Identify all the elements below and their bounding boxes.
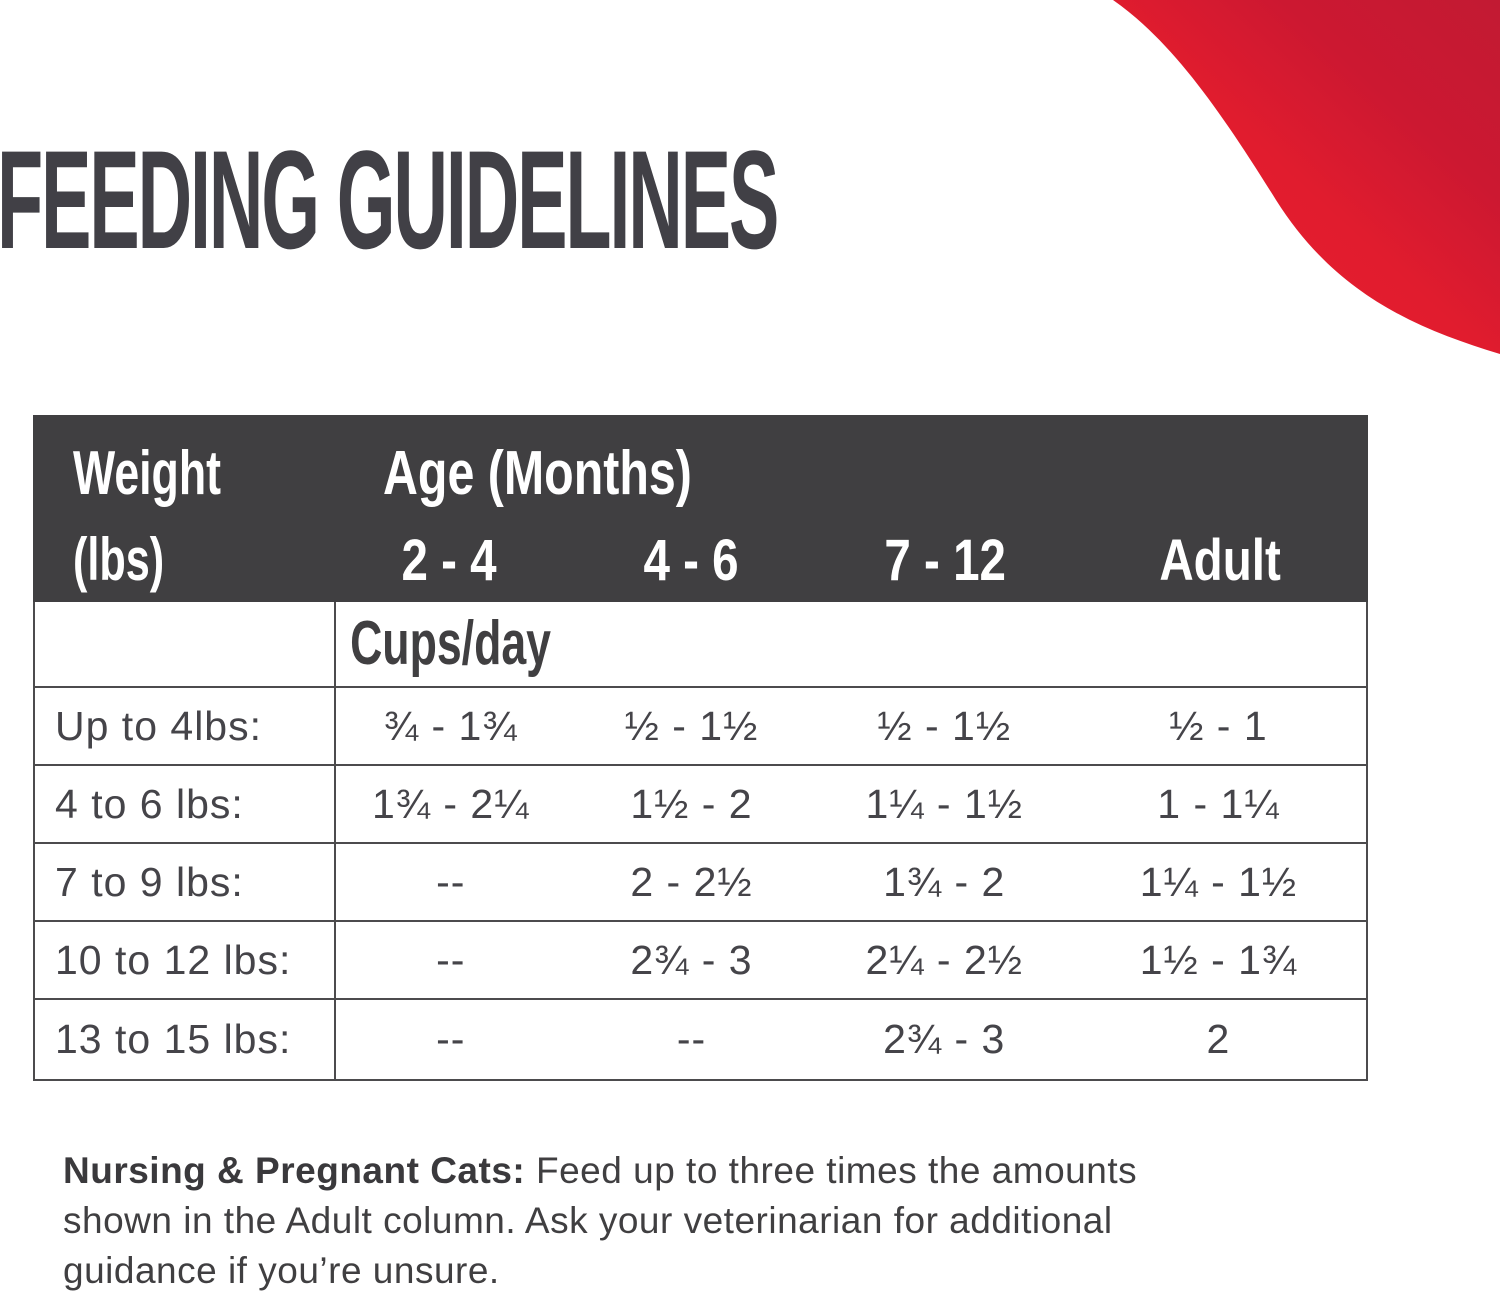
row-label: Up to 4lbs: — [55, 702, 262, 749]
cell-value: 2¼ - 2½ — [865, 936, 1023, 983]
table-row: Up to 4lbs: ¾ - 1¾ ½ - 1½ ½ - 1½ ½ - 1 — [35, 686, 1366, 764]
cell-value: 1½ - 1¾ — [1139, 936, 1298, 983]
cell-value: 2¾ - 3 — [883, 1016, 1006, 1062]
table-row: 4 to 6 lbs: 1¾ - 2¼ 1½ - 2 1¼ - 1½ 1 - 1… — [35, 764, 1366, 842]
age-col-2-4: 2 - 4 — [401, 528, 497, 593]
cell-value: -- — [334, 844, 565, 920]
table-body: Cups/day Up to 4lbs: ¾ - 1¾ ½ - 1½ ½ - 1… — [33, 602, 1368, 1081]
cell-value: 1¾ - 2 — [883, 858, 1006, 905]
feeding-table: Weight (lbs) Age (Months) 2 - 4 4 - 6 7 … — [33, 415, 1368, 1081]
units-row: Cups/day — [35, 602, 1366, 686]
table-header: Weight (lbs) Age (Months) 2 - 4 4 - 6 7 … — [33, 415, 1368, 602]
cell-value: ¾ - 1¾ — [334, 688, 565, 764]
cell-value: 1¼ - 1½ — [865, 780, 1023, 827]
row-label: 13 to 15 lbs: — [55, 1016, 292, 1062]
age-col-4-6: 4 - 6 — [643, 528, 740, 593]
cell-value: 1 - 1¼ — [1157, 780, 1280, 827]
note-line-3: guidance if you’re unsure. — [63, 1250, 500, 1291]
cell-value: ½ - 1½ — [877, 702, 1012, 749]
weight-unit-header: (lbs) — [73, 526, 165, 593]
row-label: 10 to 12 lbs: — [55, 936, 292, 983]
table-row: 7 to 9 lbs: -- 2 - 2½ 1¾ - 2 1¼ - 1½ — [35, 842, 1366, 920]
cell-value: ½ - 1 — [1169, 702, 1268, 749]
cell-value: -- — [334, 1000, 565, 1079]
cell-value: 2 — [1206, 1016, 1231, 1062]
table-row: 10 to 12 lbs: -- 2¾ - 3 2¼ - 2½ 1½ - 1¾ — [35, 920, 1366, 998]
age-col-adult: Adult — [1159, 528, 1281, 593]
cell-value: -- — [676, 1016, 707, 1062]
note-line-1: Feed up to three times the amounts — [536, 1150, 1138, 1191]
age-months-header: Age (Months) — [382, 439, 692, 508]
units-label: Cups/day — [334, 602, 565, 686]
weight-column-header: Weight — [73, 439, 221, 508]
page-title: FEEDING GUIDELINES — [0, 121, 779, 278]
cell-value: 2¾ - 3 — [630, 936, 753, 983]
cell-value: 1½ - 2 — [630, 780, 753, 827]
cell-value: 2 - 2½ — [630, 858, 753, 905]
row-label: 4 to 6 lbs: — [55, 780, 244, 827]
nursing-pregnant-note: Nursing & Pregnant Cats: Feed up to thre… — [63, 1146, 1393, 1292]
cell-value: ½ - 1½ — [624, 702, 759, 749]
units-row-empty-cell — [35, 602, 334, 686]
table-row: 13 to 15 lbs: -- -- 2¾ - 3 2 — [35, 998, 1366, 1079]
note-line-2: shown in the Adult column. Ask your vete… — [63, 1200, 1113, 1241]
cell-value: -- — [334, 922, 565, 998]
cell-value: 1¼ - 1½ — [1139, 858, 1298, 905]
note-bold-label: Nursing & Pregnant Cats: — [63, 1150, 526, 1191]
row-label: 7 to 9 lbs: — [55, 858, 244, 905]
age-col-7-12: 7 - 12 — [884, 528, 1006, 593]
red-swoosh-decoration — [1113, 0, 1500, 354]
cell-value: 1¾ - 2¼ — [334, 766, 565, 842]
